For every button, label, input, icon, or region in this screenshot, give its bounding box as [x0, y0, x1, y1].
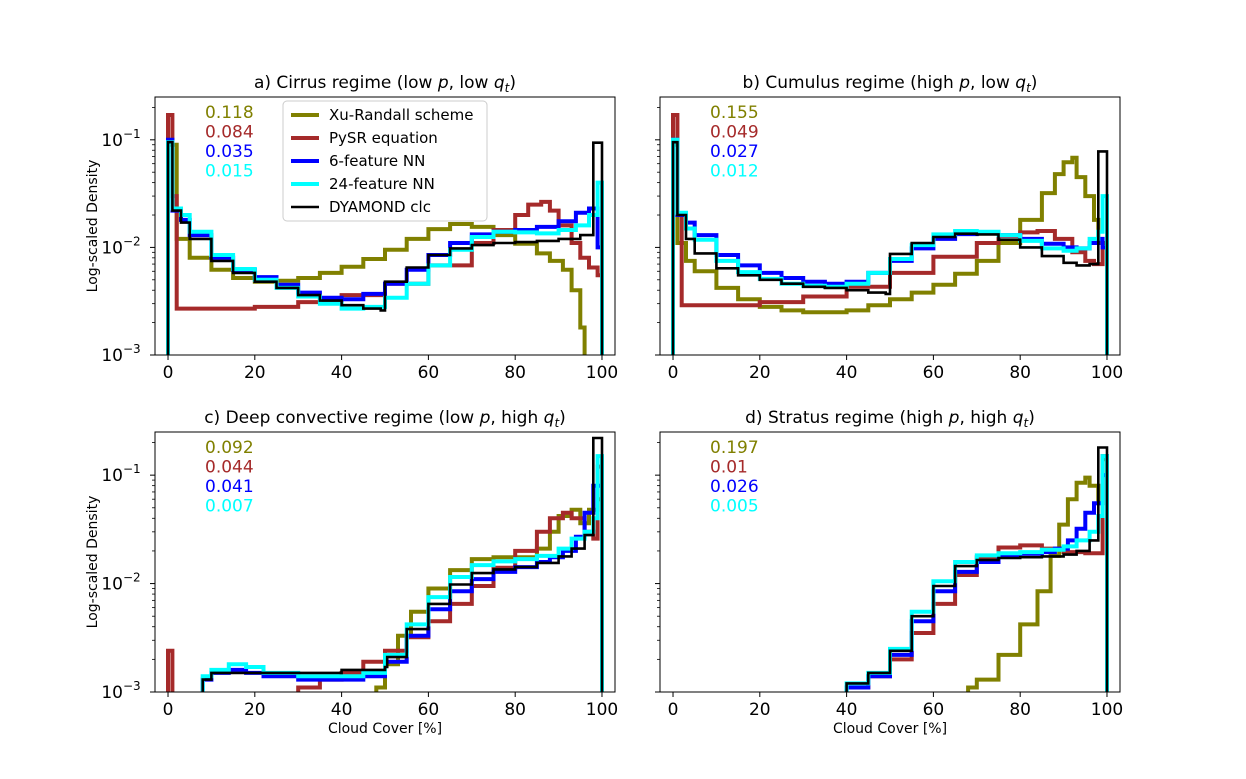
y-tick-label: 10−1 — [101, 127, 140, 151]
series-nn24 — [200, 454, 604, 692]
score-pysr: 0.084 — [205, 123, 254, 143]
legend: Xu-Randall scheme PySR equation 6-feature … — [282, 100, 488, 222]
x-axis-label: Cloud Cover [%] — [328, 721, 442, 737]
x-tick-label: 60 — [418, 700, 440, 720]
axes-frame — [659, 96, 1121, 356]
x-axis-label: Cloud Cover [%] — [833, 721, 947, 737]
x-tick-label: 20 — [749, 363, 771, 383]
x-tick-label: 80 — [1009, 700, 1031, 720]
x-tick-label: 100 — [1091, 363, 1123, 383]
x-tick-label: 20 — [244, 700, 266, 720]
series-nn6 — [200, 483, 604, 692]
x-tick-label: 0 — [163, 363, 174, 383]
x-tick-label: 60 — [923, 363, 945, 383]
score-nn24: 0.005 — [710, 497, 759, 517]
plot-area — [844, 446, 1109, 692]
panel-d: 0 20 40 60 80 100 d) Stratus regime (high p, h… — [655, 408, 1123, 737]
series-pysr — [671, 113, 1109, 355]
x-tick-label: 20 — [244, 363, 266, 383]
x-tick-label: 20 — [749, 700, 771, 720]
panel-title: b) Cumulus regime (high p, low qt) — [743, 73, 1038, 95]
x-tick-label: 80 — [1009, 363, 1031, 383]
score-xu: 0.092 — [205, 438, 254, 458]
score-xu: 0.197 — [710, 438, 759, 458]
x-tick-label: 0 — [163, 700, 174, 720]
score-pysr: 0.049 — [710, 123, 759, 143]
score-nn24: 0.012 — [710, 162, 759, 182]
y-tick-label: 10−2 — [101, 571, 140, 595]
series-xu — [966, 457, 1109, 692]
x-tick-label: 40 — [836, 700, 858, 720]
panel-title: c) Deep convective regime (low p, high q… — [204, 408, 566, 430]
x-tick-label: 40 — [331, 363, 353, 383]
score-nn6: 0.041 — [205, 477, 254, 497]
legend-label-dyamond: DYAMOND clc — [329, 198, 431, 216]
series-nn24 — [844, 454, 1109, 692]
plot-area — [671, 113, 1109, 355]
x-tick-label: 0 — [668, 363, 679, 383]
series-dyamond — [671, 140, 1109, 355]
series-xu — [374, 497, 604, 692]
axes-frame — [154, 431, 616, 693]
x-tick-label: 100 — [586, 700, 618, 720]
x-tick-label: 80 — [504, 700, 526, 720]
legend-label-nn24: 24-feature NN — [329, 175, 435, 193]
x-tick-label: 0 — [668, 700, 679, 720]
score-nn6: 0.027 — [710, 142, 759, 162]
y-tick-label: 10−2 — [101, 234, 140, 258]
score-pysr: 0.044 — [205, 458, 254, 478]
panel-a: 0 20 40 60 80 100 10−1 10−2 10−3 a) Cirrus regime… — [85, 73, 618, 383]
x-tick-label: 60 — [418, 363, 440, 383]
score-nn6: 0.026 — [710, 477, 759, 497]
series-xu — [671, 142, 1109, 355]
x-tick-label: 100 — [1091, 700, 1123, 720]
plot-area — [166, 113, 604, 355]
x-tick-label: 60 — [923, 700, 945, 720]
score-nn24: 0.007 — [205, 497, 254, 517]
y-tick-label: 10−3 — [101, 342, 140, 366]
score-xu: 0.118 — [205, 103, 254, 123]
legend-label-xu: Xu-Randall scheme — [329, 106, 473, 124]
panel-title: d) Stratus regime (high p, high qt) — [745, 408, 1035, 430]
score-nn24: 0.015 — [205, 162, 254, 182]
legend-label-pysr: PySR equation — [329, 129, 438, 147]
legend-label-nn6: 6-feature NN — [329, 152, 425, 170]
x-tick-label: 80 — [504, 363, 526, 383]
plot-area — [166, 436, 604, 692]
axes-frame — [154, 96, 616, 356]
score-pysr: 0.01 — [710, 458, 748, 478]
y-tick-label: 10−1 — [101, 462, 140, 486]
panel-b: 0 20 40 60 80 100 b) Cumulus regime (high p, l… — [655, 73, 1123, 383]
y-axis-label: Log-scaled Density — [85, 496, 101, 629]
series-dyamond — [845, 446, 1109, 692]
x-tick-label: 40 — [836, 363, 858, 383]
panel-title: a) Cirrus regime (low p, low qt) — [254, 73, 516, 95]
y-axis-label: Log-scaled Density — [85, 160, 101, 293]
score-nn6: 0.035 — [205, 142, 254, 162]
series-pysr — [844, 454, 1109, 692]
series-nn6 — [844, 473, 1109, 692]
score-xu: 0.155 — [710, 103, 759, 123]
y-tick-label: 10−3 — [101, 679, 140, 703]
legend-box — [282, 100, 488, 222]
panel-c: 0 20 40 60 80 100 10−1 10−2 10−3 c) Deep convecti… — [85, 408, 618, 737]
x-tick-label: 100 — [586, 363, 618, 383]
series-dyamond — [201, 436, 604, 692]
axes-frame — [659, 431, 1121, 693]
series-dyamond — [166, 140, 604, 355]
x-tick-label: 40 — [331, 700, 353, 720]
